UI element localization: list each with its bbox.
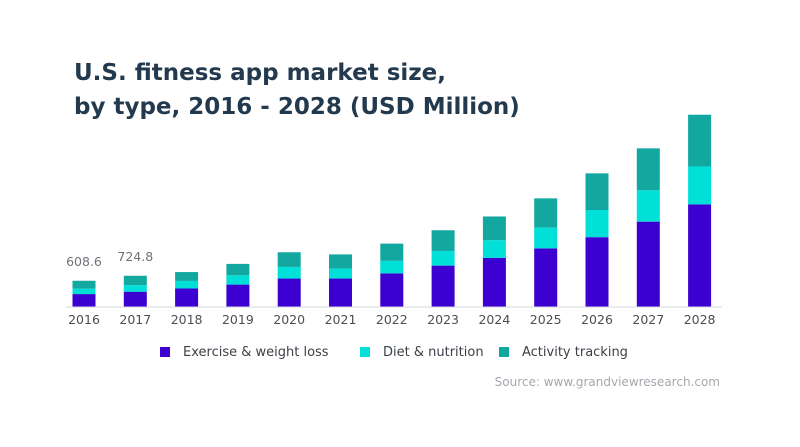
legend-label-diet-nutrition: Diet & nutrition bbox=[383, 344, 484, 360]
data-label-2017: 724.8 bbox=[117, 249, 153, 264]
chart-title-line-2: by type, 2016 - 2028 (USD Million) bbox=[74, 94, 520, 120]
bar-exercise-weight-loss-2020 bbox=[277, 278, 301, 307]
data-label-2016: 608.6 bbox=[66, 254, 102, 269]
bar-diet-nutrition-2024 bbox=[482, 240, 506, 258]
legend-item-diet-nutrition: Diet & nutrition bbox=[360, 343, 484, 361]
bar-diet-nutrition-2022 bbox=[380, 260, 404, 274]
legend-item-exercise-weight-loss: Exercise & weight loss bbox=[160, 343, 329, 361]
bar-activity-tracking-2024 bbox=[482, 216, 506, 241]
source-note: Source: www.grandviewresearch.com bbox=[494, 375, 720, 389]
bar-activity-tracking-2020 bbox=[277, 252, 301, 267]
legend-label-exercise-weight-loss: Exercise & weight loss bbox=[183, 344, 329, 360]
legend-item-activity-tracking: Activity tracking bbox=[499, 343, 628, 361]
bar-diet-nutrition-2019 bbox=[226, 275, 250, 285]
bar-exercise-weight-loss-2022 bbox=[380, 273, 404, 307]
x-tick-label-2024: 2024 bbox=[478, 312, 510, 327]
bar-activity-tracking-2019 bbox=[226, 263, 250, 276]
bar-activity-tracking-2016 bbox=[72, 280, 96, 289]
bar-activity-tracking-2023 bbox=[431, 230, 455, 251]
bar-exercise-weight-loss-2026 bbox=[585, 237, 609, 307]
bar-activity-tracking-2017 bbox=[123, 275, 147, 286]
x-tick-label-2023: 2023 bbox=[427, 312, 459, 327]
bar-activity-tracking-2018 bbox=[175, 272, 199, 281]
bars-layer bbox=[72, 114, 712, 307]
chart-title-line-1: U.S. fitness app market size, bbox=[74, 60, 446, 86]
bar-diet-nutrition-2027 bbox=[636, 190, 660, 222]
bar-exercise-weight-loss-2023 bbox=[431, 265, 455, 307]
bar-diet-nutrition-2026 bbox=[585, 210, 609, 238]
x-tick-label-2026: 2026 bbox=[581, 312, 613, 327]
bar-diet-nutrition-2028 bbox=[688, 166, 712, 205]
x-tick-label-2017: 2017 bbox=[119, 312, 151, 327]
bar-exercise-weight-loss-2027 bbox=[636, 221, 660, 307]
legend-swatch-exercise-weight-loss bbox=[160, 347, 170, 357]
data-labels: 608.6 724.8 bbox=[66, 249, 153, 269]
bar-activity-tracking-2027 bbox=[636, 148, 660, 191]
x-tick-label-2018: 2018 bbox=[171, 312, 203, 327]
x-tick-label-2020: 2020 bbox=[273, 312, 305, 327]
bar-exercise-weight-loss-2024 bbox=[482, 257, 506, 307]
x-tick-label-2021: 2021 bbox=[325, 312, 357, 327]
x-tick-label-2016: 2016 bbox=[68, 312, 100, 327]
bar-exercise-weight-loss-2017 bbox=[123, 291, 147, 307]
x-tick-label-2028: 2028 bbox=[684, 312, 716, 327]
bar-exercise-weight-loss-2019 bbox=[226, 284, 250, 307]
bar-diet-nutrition-2018 bbox=[175, 280, 199, 289]
legend-label-activity-tracking: Activity tracking bbox=[522, 344, 628, 360]
legend-swatch-activity-tracking bbox=[499, 347, 509, 357]
bar-diet-nutrition-2017 bbox=[123, 285, 147, 292]
bar-activity-tracking-2022 bbox=[380, 243, 404, 261]
bar-diet-nutrition-2016 bbox=[72, 288, 96, 295]
x-tick-label-2019: 2019 bbox=[222, 312, 254, 327]
bar-activity-tracking-2025 bbox=[534, 198, 558, 228]
x-tick-labels: 2016 2017 2018 2019 2020 2021 2022 2023 2024 2025… bbox=[68, 312, 715, 327]
bar-diet-nutrition-2020 bbox=[277, 266, 301, 279]
x-tick-label-2027: 2027 bbox=[632, 312, 664, 327]
bar-diet-nutrition-2023 bbox=[431, 250, 455, 266]
legend-swatch-diet-nutrition bbox=[360, 347, 370, 357]
bar-exercise-weight-loss-2021 bbox=[329, 278, 352, 307]
bar-activity-tracking-2028 bbox=[688, 114, 712, 167]
bar-diet-nutrition-2025 bbox=[534, 227, 558, 249]
x-tick-label-2025: 2025 bbox=[530, 312, 562, 327]
bar-activity-tracking-2026 bbox=[585, 173, 609, 210]
bar-exercise-weight-loss-2016 bbox=[72, 294, 96, 307]
bar-activity-tracking-2021 bbox=[329, 254, 352, 269]
bar-exercise-weight-loss-2018 bbox=[175, 288, 199, 307]
bar-exercise-weight-loss-2025 bbox=[534, 248, 558, 307]
bar-exercise-weight-loss-2028 bbox=[688, 204, 712, 307]
x-tick-label-2022: 2022 bbox=[376, 312, 408, 327]
bar-diet-nutrition-2021 bbox=[329, 268, 352, 279]
